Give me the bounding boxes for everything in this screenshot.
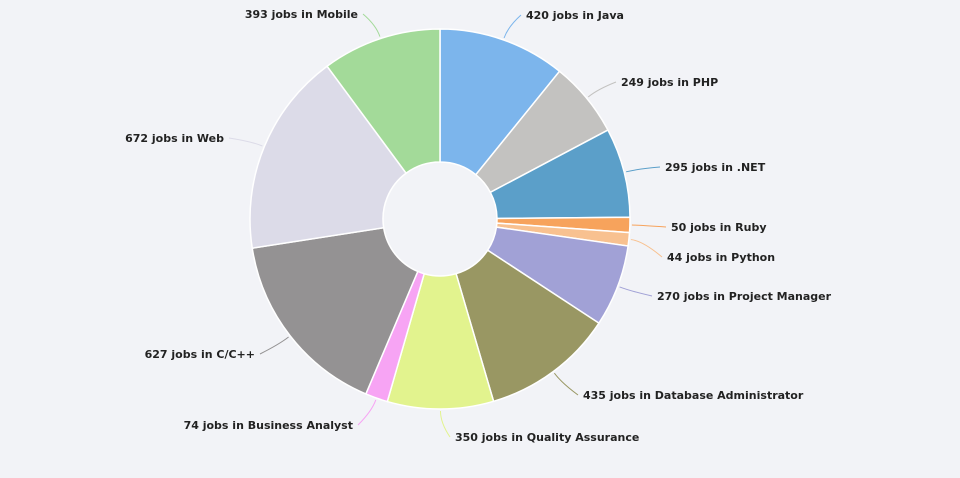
leader-line-php [587,81,617,98]
leader-lines-group [228,13,667,438]
leader-line-business-analyst [357,399,377,426]
leader-line-python [630,239,663,258]
leader-line-database-administrator [553,372,579,396]
data-label-business-analyst: 74 jobs in Business Analyst [184,419,353,432]
slice-java[interactable] [439,28,561,176]
data-label-database-administrator: 435 jobs in Database Administrator [583,389,804,402]
data-label-ruby: 50 jobs in Ruby [671,221,767,234]
data-label-quality-assurance: 350 jobs in Quality Assurance [455,431,639,444]
data-label-net: 295 jobs in .NET [665,161,766,174]
data-label-java: 420 jobs in Java [526,9,624,22]
slices-group [249,28,631,410]
slice-database-administrator[interactable] [455,249,600,403]
data-label-project-manager: 270 jobs in Project Manager [657,290,832,303]
leader-line-java [503,14,522,39]
data-label-c-c: 627 jobs in C/C++ [145,348,255,361]
data-label-web: 672 jobs in Web [125,132,224,145]
data-label-mobile: 393 jobs in Mobile [245,8,358,21]
leader-line-mobile [362,13,381,37]
data-label-php: 249 jobs in PHP [621,76,718,89]
slice-web[interactable] [249,65,408,250]
leader-line-web [228,137,263,147]
slice-mobile[interactable] [326,28,441,175]
leader-line-project-manager [619,286,653,297]
leader-line-quality-assurance [439,410,451,438]
slice-c-c[interactable] [251,226,419,395]
data-label-python: 44 jobs in Python [667,251,775,264]
leader-line-c-c [259,336,289,355]
labels-group: 420 jobs in Java 249 jobs in PHP 295 jobs … [125,8,832,444]
leader-line-ruby [631,224,667,228]
leader-line-net [625,166,661,173]
